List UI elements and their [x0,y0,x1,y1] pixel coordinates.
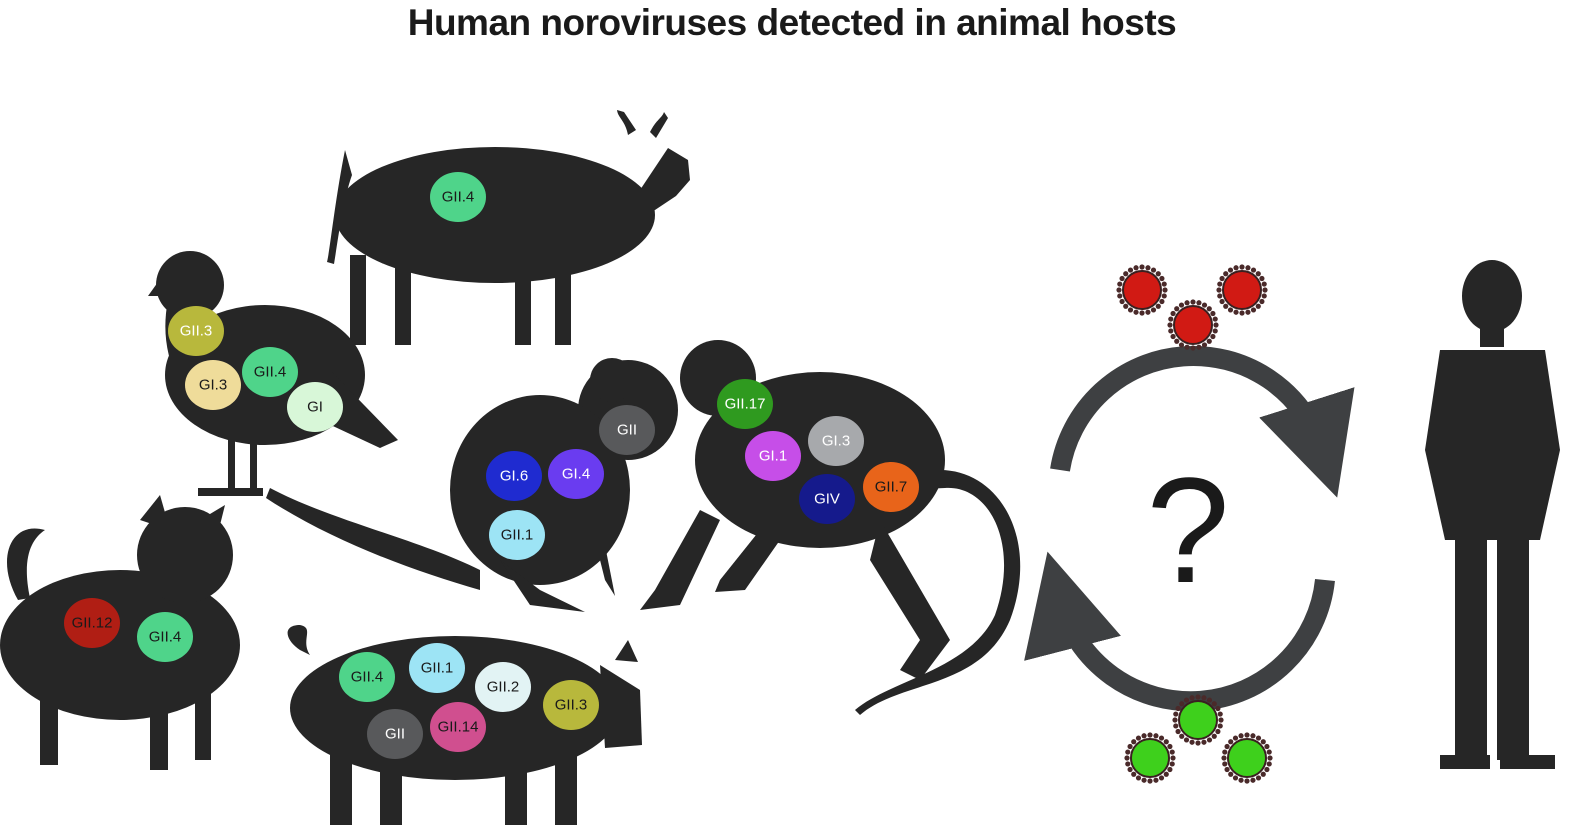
genotype-label: GI.3 [199,377,227,394]
virus-particles [1116,264,1273,784]
genotype-monkey-gi-1: GI.1 [745,431,801,481]
genotype-gull-gii-3: GII.3 [168,306,224,356]
genotype-dog-gii-4: GII.4 [137,612,193,662]
monkey-icon [640,340,1021,715]
genotype-monkey-gii-17: GII.17 [717,379,773,429]
dog-icon [0,495,240,770]
genotype-cow-gii-4: GII.4 [430,172,486,222]
genotype-gull-gi-3: GI.3 [185,360,241,410]
genotype-label: GII.1 [501,527,534,544]
genotype-label: GII.4 [254,364,287,381]
genotype-label: GII.3 [555,697,588,714]
genotype-label: GII.12 [72,615,113,632]
human-icon [1425,260,1560,769]
genotype-tamarin-gii-1: GII.1 [489,510,545,560]
red-virus-icon [1216,264,1268,316]
genotype-label: GII.4 [442,189,475,206]
red-virus-icon [1116,264,1168,316]
genotype-dog-gii-12: GII.12 [64,598,120,648]
genotype-tamarin-gii: GII [599,405,655,455]
genotype-label: GII.4 [351,669,384,686]
genotype-label: GII.2 [487,679,520,696]
genotype-label: GII.4 [149,629,182,646]
genotype-label: GII.7 [875,479,908,496]
genotype-label: GI [307,399,323,416]
genotype-label: GII.3 [180,323,213,340]
genotype-label: GI.4 [562,466,590,483]
genotype-monkey-giv: GIV [799,474,855,524]
question-mark-icon: ? [1146,446,1229,614]
genotype-label: GI.1 [759,448,787,465]
genotype-bubbles: GII.4 GII.3 GII.4 GI.3 GI GII GI.6 GI.4 GII.1 GII… [64,172,919,759]
green-virus-icon [1172,694,1224,746]
genotype-label: GII.17 [725,396,766,413]
upper-cycle-arrow [1050,345,1355,498]
genotype-label: GII.1 [421,660,454,677]
genotype-pig-gii-1: GII.1 [409,643,465,693]
genotype-label: GII [385,726,405,743]
genotype-gull-gi: GI [287,382,343,432]
genotype-pig-gii: GII [367,709,423,759]
genotype-label: GII [617,422,637,439]
genotype-pig-gii-4: GII.4 [339,652,395,702]
green-virus-icon [1124,732,1176,784]
genotype-tamarin-gi-6: GI.6 [486,451,542,501]
genotype-gull-gii-4: GII.4 [242,347,298,397]
genotype-tamarin-gi-4: GI.4 [548,449,604,499]
genotype-pig-gii-2: GII.2 [475,662,531,712]
green-virus-icon [1221,732,1273,784]
genotype-label: GIV [814,491,840,508]
genotype-monkey-gi-3: GI.3 [808,416,864,466]
page-title: Human noroviruses detected in animal hos… [407,2,1177,43]
genotype-label: GI.6 [500,468,528,485]
red-virus-icon [1167,299,1219,351]
cow-icon [327,110,690,345]
genotype-label: GII.14 [438,719,479,736]
transmission-cycle: ? [1024,345,1355,712]
genotype-label: GI.3 [822,433,850,450]
genotype-monkey-gii-7: GII.7 [863,462,919,512]
genotype-pig-gii-3: GII.3 [543,680,599,730]
genotype-pig-gii-14: GII.14 [430,702,486,752]
